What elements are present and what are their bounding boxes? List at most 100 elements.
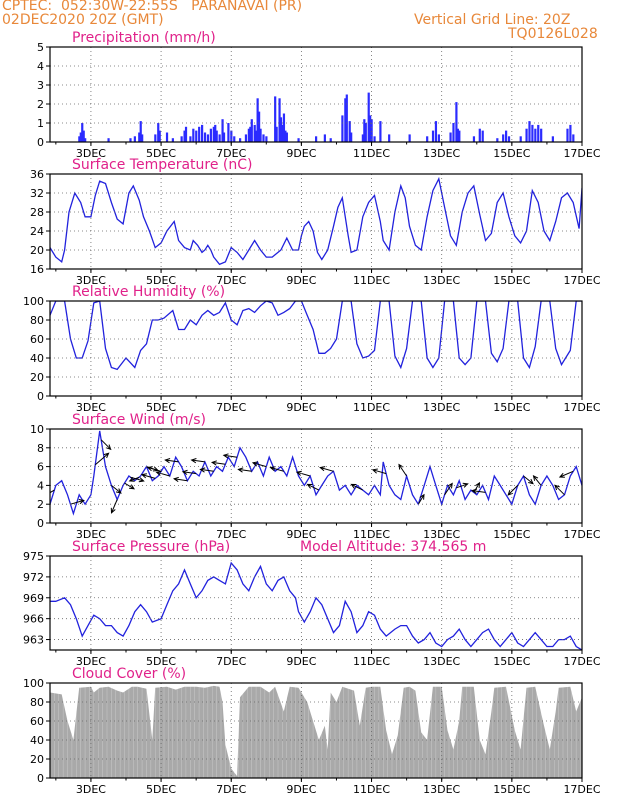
precip-bar xyxy=(253,124,256,142)
panel-2: Surface Temperature (nC) 16 20 24 28 32 36 3DEC… xyxy=(30,157,601,287)
x-tick-label: 5DEC xyxy=(146,274,176,287)
precip-bar xyxy=(154,134,157,142)
x-tick-label: 5DEC xyxy=(146,147,176,160)
panel-5: Surface Pressure (hPa) Model Altitude: 37… xyxy=(23,539,601,668)
header-grid-note: Vertical Grid Line: 20Z xyxy=(414,12,571,28)
precip-bar xyxy=(341,115,344,142)
precip-bar xyxy=(278,98,281,142)
precip-bar xyxy=(78,136,81,142)
wind-vector xyxy=(295,470,311,477)
panel-title: Surface Pressure (hPa) xyxy=(72,539,230,555)
precip-bar xyxy=(408,134,411,142)
wind-vector xyxy=(110,499,118,514)
wind-vector xyxy=(164,458,179,464)
y-tick-label: 972 xyxy=(23,571,44,584)
precip-bar xyxy=(350,132,353,142)
precip-bar xyxy=(203,132,207,142)
y-tick-label: 969 xyxy=(23,592,44,605)
precip-bar xyxy=(367,92,370,142)
precip-bar xyxy=(519,136,522,142)
y-tick-label: 2 xyxy=(37,498,44,511)
panel-frame xyxy=(49,428,583,524)
precip-bar xyxy=(528,121,531,142)
precip-bar xyxy=(244,134,248,142)
x-tick-label: 3DEC xyxy=(76,655,106,668)
precip-bar xyxy=(284,130,287,142)
wind-vector xyxy=(50,489,55,494)
y-tick-label: 20 xyxy=(30,371,44,384)
wind-vector xyxy=(199,467,214,473)
series xyxy=(78,92,575,142)
panel-6: Cloud Cover (%) 0 20 40 60 80 100 3DEC 5DEC 7DEC 9… xyxy=(23,666,601,796)
x-tick-label: 11DEC xyxy=(353,274,390,287)
series xyxy=(50,176,582,266)
y-tick-label: 4 xyxy=(37,479,44,492)
precip-bar xyxy=(221,119,224,142)
wind-vector xyxy=(371,468,387,475)
precip-bar xyxy=(256,98,259,142)
wind-vector xyxy=(251,461,267,468)
panel-title: Cloud Cover (%) xyxy=(72,666,186,682)
x-tick-label: 13DEC xyxy=(423,401,460,414)
wind-vector xyxy=(306,483,320,491)
wind-vector xyxy=(100,439,112,451)
series xyxy=(50,683,582,778)
precip-bar xyxy=(329,138,332,142)
y-tick-label: 1 xyxy=(37,117,44,130)
precip-bar xyxy=(507,136,511,142)
precip-bar xyxy=(345,94,348,142)
y-tick-label: 3 xyxy=(37,79,44,92)
y-tick-label: 966 xyxy=(23,613,44,626)
precip-bar xyxy=(233,136,236,142)
series-line xyxy=(50,430,582,516)
x-tick-label: 17DEC xyxy=(563,401,600,414)
precip-bar xyxy=(158,130,161,142)
x-tick-label: 9DEC xyxy=(286,655,316,668)
precip-bar xyxy=(133,136,136,142)
x-tick-label: 7DEC xyxy=(216,528,246,541)
precip-bar xyxy=(279,117,283,142)
x-tick-label: 7DEC xyxy=(216,147,246,160)
x-tick-label: 3DEC xyxy=(76,401,106,414)
y-tick-label: 4 xyxy=(37,60,44,73)
precip-bar xyxy=(369,115,372,142)
series-line xyxy=(50,176,582,266)
precip-bar xyxy=(255,130,258,142)
panel-4: Surface Wind (m/s) 0 2 4 6 8 10 3DEC 5DEC 7DEC 9DE… xyxy=(30,412,601,541)
precip-bar xyxy=(230,130,233,142)
precip-bar xyxy=(180,136,183,142)
precip-bar xyxy=(452,123,455,142)
x-tick-label: 17DEC xyxy=(563,274,600,287)
y-tick-label: 32 xyxy=(30,187,44,200)
wind-vector xyxy=(181,469,197,475)
precip-bar xyxy=(81,123,84,142)
y-tick-label: 20 xyxy=(30,753,44,766)
y-tick-label: 0 xyxy=(37,517,44,530)
precip-bar xyxy=(129,138,132,142)
precip-bar xyxy=(285,132,288,142)
precip-bar xyxy=(265,136,268,142)
precip-bar xyxy=(456,128,459,142)
precip-bar xyxy=(431,130,435,142)
wind-vector xyxy=(210,460,226,466)
precip-bar xyxy=(426,136,429,142)
wind-vector xyxy=(350,483,364,491)
precip-bar xyxy=(209,128,212,142)
precip-bar xyxy=(157,123,160,142)
x-tick-label: 9DEC xyxy=(286,528,316,541)
x-tick-label: 5DEC xyxy=(146,783,176,796)
wind-vector xyxy=(558,470,574,478)
panel-title: Precipitation (mm/h) xyxy=(72,30,216,46)
precip-bar xyxy=(496,138,499,142)
precip-bar xyxy=(214,124,217,142)
x-tick-label: 15DEC xyxy=(493,147,530,160)
y-tick-label: 6 xyxy=(37,461,44,474)
x-tick-label: 3DEC xyxy=(76,274,106,287)
y-tick-label: 5 xyxy=(37,41,44,54)
series-line xyxy=(50,301,582,371)
panel-subtitle: Model Altitude: 374.565 m xyxy=(300,539,486,555)
x-tick-label: 17DEC xyxy=(563,783,600,796)
x-tick-label: 15DEC xyxy=(493,655,530,668)
precip-bar xyxy=(481,130,484,142)
precip-bar xyxy=(239,138,242,142)
